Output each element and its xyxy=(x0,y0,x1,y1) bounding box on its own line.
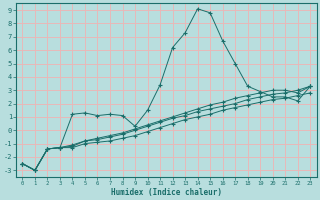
X-axis label: Humidex (Indice chaleur): Humidex (Indice chaleur) xyxy=(111,188,222,197)
